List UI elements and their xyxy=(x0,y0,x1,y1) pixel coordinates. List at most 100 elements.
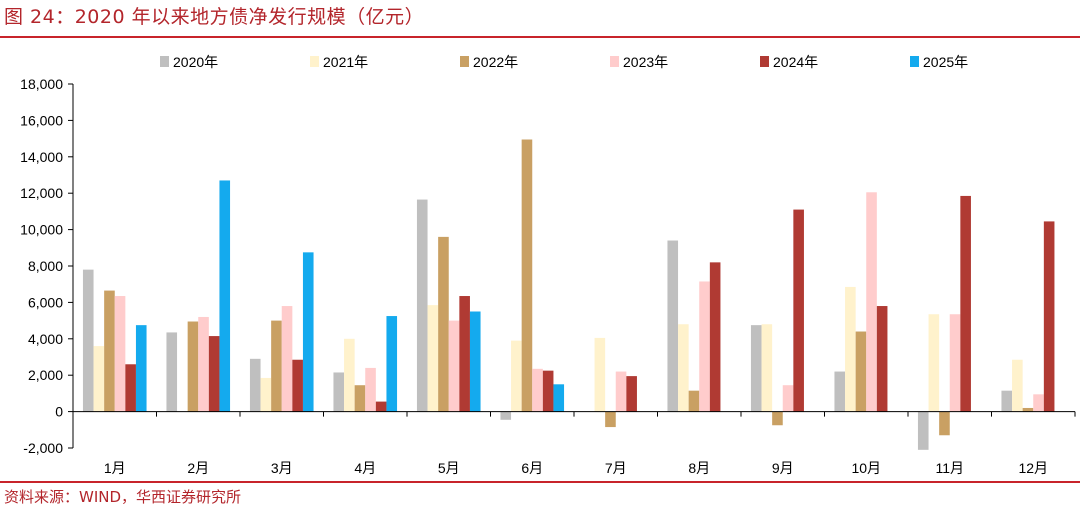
bar xyxy=(459,296,470,412)
bar xyxy=(855,331,867,412)
x-tick-label: 7月 xyxy=(605,460,627,476)
x-tick-label: 1月 xyxy=(104,460,126,476)
x-tick-label: 12月 xyxy=(1018,460,1048,476)
bar xyxy=(166,332,178,412)
bar xyxy=(354,385,366,412)
legend: 2020年 2021年 2022年 2023年 2024年 2025年 xyxy=(160,54,968,70)
bar xyxy=(1043,221,1055,412)
x-tick-label: 2月 xyxy=(187,460,209,476)
bar xyxy=(511,340,522,412)
bar xyxy=(114,296,126,412)
bar xyxy=(82,269,94,412)
legend-swatch xyxy=(160,56,169,67)
bar xyxy=(532,368,543,412)
bar xyxy=(427,305,439,412)
x-tick-label: 8月 xyxy=(688,460,710,476)
chart-title: 图 24：2020 年以来地方债净发行规模（亿元） xyxy=(4,6,425,28)
bar xyxy=(594,337,606,412)
x-tick-label: 10月 xyxy=(851,460,881,476)
bar xyxy=(292,359,303,412)
bar xyxy=(375,401,387,412)
bar xyxy=(845,286,856,412)
bar xyxy=(500,411,512,420)
bar xyxy=(667,240,679,412)
bar xyxy=(939,411,950,436)
legend-swatch xyxy=(760,56,769,67)
bar xyxy=(772,411,783,426)
source-note: 资料来源：WIND，华西证券研究所 xyxy=(4,488,242,506)
bar xyxy=(750,325,762,412)
bar xyxy=(917,411,929,450)
y-tick-label: 12,000 xyxy=(20,185,63,201)
y-tick-label: 8,000 xyxy=(28,258,63,274)
bar xyxy=(1001,390,1013,412)
legend-label: 2020年 xyxy=(173,54,218,70)
bar xyxy=(365,367,376,412)
bar xyxy=(135,325,147,412)
legend-swatch xyxy=(460,56,469,67)
x-tick-label: 6月 xyxy=(521,460,543,476)
bar xyxy=(615,371,627,412)
bar xyxy=(302,252,314,412)
bar xyxy=(626,376,637,412)
bar xyxy=(93,346,105,412)
x-tick-label: 9月 xyxy=(772,460,794,476)
bar xyxy=(699,281,710,412)
legend-swatch xyxy=(610,56,619,67)
bar xyxy=(333,372,345,412)
x-tick-label: 3月 xyxy=(271,460,293,476)
bar xyxy=(219,180,231,412)
top-rule xyxy=(0,36,1080,38)
bar xyxy=(469,311,481,412)
bar xyxy=(1012,359,1023,412)
y-tick-label: 6,000 xyxy=(28,294,63,310)
bar xyxy=(521,139,533,412)
bar xyxy=(1033,394,1044,412)
legend-label: 2025年 xyxy=(923,54,968,70)
legend-swatch xyxy=(310,56,319,67)
bar xyxy=(438,236,449,412)
bar xyxy=(688,390,700,412)
bar xyxy=(605,411,616,428)
bar xyxy=(542,370,554,412)
legend-swatch xyxy=(910,56,919,67)
bar xyxy=(761,324,773,412)
bars xyxy=(82,139,1055,450)
bar xyxy=(1022,407,1034,412)
x-tick-label: 5月 xyxy=(438,460,460,476)
bar xyxy=(876,306,888,412)
legend-label: 2023年 xyxy=(623,54,668,70)
bottom-rule xyxy=(0,481,1080,483)
legend-label: 2024年 xyxy=(773,54,818,70)
x-axis: 1月 2月 3月 4月 5月 6月 7月 8月 9月 10月 11月 12月 xyxy=(72,411,1076,476)
y-axis: -2,000 0 2,000 4,000 6,000 8,000 10,000 12,000 1… xyxy=(20,76,74,456)
bar xyxy=(386,316,398,412)
y-tick-label: 2,000 xyxy=(28,367,63,383)
bar xyxy=(260,377,272,412)
x-tick-label: 11月 xyxy=(935,460,964,476)
bar xyxy=(782,385,794,412)
bar xyxy=(448,320,460,412)
bar xyxy=(208,336,220,412)
y-tick-label: 0 xyxy=(55,404,63,420)
bar xyxy=(187,321,199,412)
x-tick-label: 4月 xyxy=(354,460,376,476)
bar xyxy=(709,262,721,412)
y-tick-label: 18,000 xyxy=(20,76,63,92)
y-tick-label: 4,000 xyxy=(28,331,63,347)
legend-label: 2022年 xyxy=(473,54,518,70)
bar xyxy=(104,290,115,412)
y-tick-label: 14,000 xyxy=(20,149,63,165)
bar xyxy=(344,338,355,412)
bar xyxy=(125,364,136,412)
y-tick-label: 10,000 xyxy=(20,222,63,238)
bar xyxy=(678,324,689,412)
y-tick-label: -2,000 xyxy=(23,440,63,456)
bar xyxy=(271,320,282,412)
bar xyxy=(793,209,804,412)
bar xyxy=(553,384,565,412)
legend-label: 2021年 xyxy=(323,54,368,70)
bar xyxy=(281,306,293,412)
bar xyxy=(834,371,846,412)
